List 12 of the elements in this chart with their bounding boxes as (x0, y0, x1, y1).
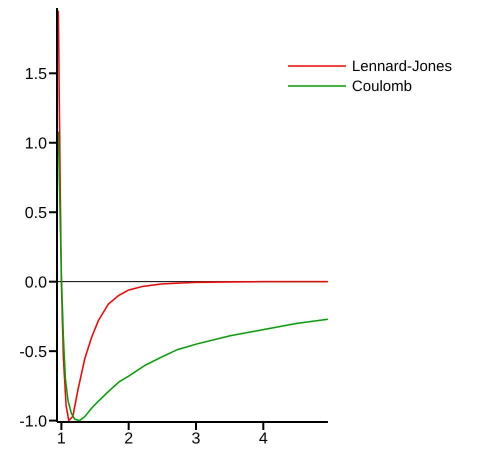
x-tick-label: 2 (124, 430, 134, 448)
x-tick-label: 1 (56, 430, 66, 448)
y-tick-label: -0.5 (19, 344, 48, 361)
x-tick-label: 4 (258, 430, 268, 448)
legend-label: Coulomb (352, 78, 412, 94)
y-tick-label: 1.5 (24, 66, 48, 83)
y-tick-label: -1.0 (19, 413, 48, 430)
x-tick-label: 3 (192, 430, 201, 448)
legend-label: Lennard-Jones (352, 58, 452, 74)
y-tick-label: 1.0 (24, 135, 48, 152)
y-tick-label: 0.5 (24, 204, 48, 222)
y-tick-label: 0.0 (24, 274, 48, 292)
